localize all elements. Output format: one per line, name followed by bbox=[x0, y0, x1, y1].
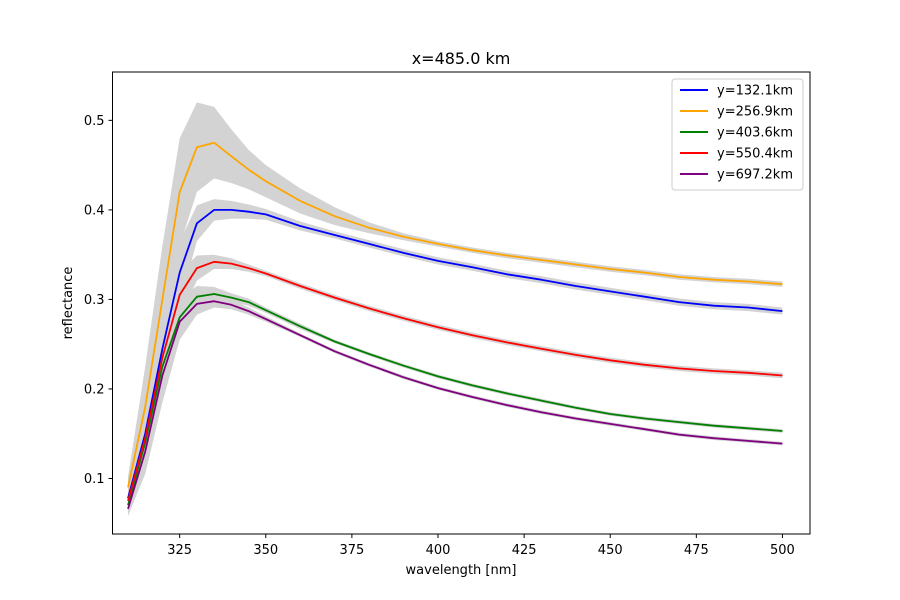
series-line-4 bbox=[127, 300, 783, 510]
uncertainty-band-1 bbox=[128, 102, 783, 499]
series-line-1 bbox=[127, 141, 783, 488]
uncertainty-band-3 bbox=[128, 254, 783, 508]
y-tick-label: 0.2 bbox=[84, 382, 105, 397]
uncertainty-band-4 bbox=[128, 293, 783, 517]
uncertainty-band-0 bbox=[128, 199, 783, 508]
y-tick-label: 0.5 bbox=[84, 114, 105, 129]
chart-title: x=485.0 km bbox=[412, 49, 511, 68]
legend-box bbox=[671, 78, 804, 191]
series-lines bbox=[127, 141, 783, 510]
legend-label-3: y=550.4km bbox=[717, 147, 793, 162]
x-axis-label: wavelength [nm] bbox=[406, 563, 517, 578]
legend-label-0: y=132.1km bbox=[717, 84, 793, 99]
x-tick-label: 375 bbox=[339, 543, 364, 558]
series-line-0 bbox=[127, 208, 783, 499]
x-tick-label: 475 bbox=[684, 543, 709, 558]
legend-label-1: y=256.9km bbox=[717, 105, 793, 120]
x-axis: 325 350 375 400 425 450 475 500 bbox=[167, 534, 795, 558]
x-tick-label: 500 bbox=[770, 543, 795, 558]
x-tick-label: 425 bbox=[512, 543, 537, 558]
plot-frame bbox=[112, 71, 811, 535]
legend-label-2: y=403.6km bbox=[717, 126, 793, 141]
y-axis-label: reflectance bbox=[61, 267, 76, 340]
series-line-3 bbox=[127, 260, 783, 502]
x-tick-label: 450 bbox=[598, 543, 623, 558]
series-line-2 bbox=[127, 293, 783, 506]
y-tick-label: 0.4 bbox=[84, 203, 105, 218]
y-tick-label: 0.3 bbox=[84, 293, 105, 308]
x-tick-label: 325 bbox=[167, 543, 192, 558]
y-axis: 0.1 0.2 0.3 0.4 0.5 bbox=[84, 114, 113, 487]
x-tick-label: 350 bbox=[253, 543, 278, 558]
legend: y=132.1km y=256.9km y=403.6km y=550.4km y=69… bbox=[671, 78, 804, 191]
y-tick-label: 0.1 bbox=[84, 472, 105, 487]
legend-label-4: y=697.2km bbox=[717, 168, 793, 183]
x-tick-label: 400 bbox=[426, 543, 451, 558]
